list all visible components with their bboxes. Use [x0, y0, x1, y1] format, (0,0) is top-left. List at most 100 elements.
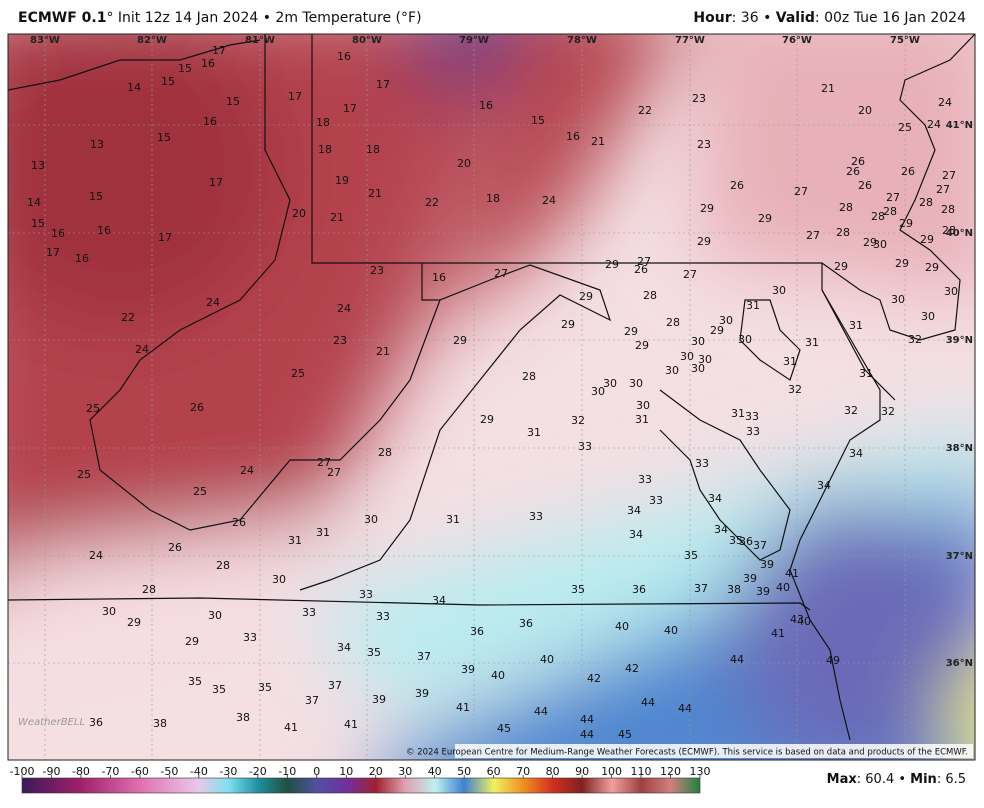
temperature-value: 34: [708, 492, 722, 505]
temperature-value: 23: [333, 334, 347, 347]
temperature-value: 16: [337, 50, 351, 63]
temperature-value: 23: [692, 92, 706, 105]
temperature-value: 40: [797, 615, 811, 628]
temperature-value: 30: [102, 605, 116, 618]
temperature-value: 30: [691, 335, 705, 348]
subtitle: ° Init 12z 14 Jan 2024 • 2m Temperature …: [106, 10, 422, 26]
temperature-value: 30: [629, 377, 643, 390]
temperature-value: 33: [243, 631, 257, 644]
temperature-value: 17: [343, 102, 357, 115]
longitude-label: 78°W: [567, 35, 597, 46]
temperature-value: 31: [316, 526, 330, 539]
colorbar-tick-label: 70: [516, 765, 530, 778]
temperature-value: 36: [632, 583, 646, 596]
temperature-value: 31: [635, 413, 649, 426]
title: ECMWF 0.1: [18, 10, 107, 26]
temperature-value: 28: [871, 210, 885, 223]
temperature-value: 17: [209, 176, 223, 189]
temperature-value: 30: [738, 333, 752, 346]
valid-label: Valid: [775, 10, 815, 26]
temperature-value: 27: [936, 183, 950, 196]
temperature-value: 16: [203, 115, 217, 128]
temperature-value: 24: [542, 194, 556, 207]
temperature-value: 44: [730, 653, 744, 666]
temperature-value: 18: [366, 143, 380, 156]
temperature-value: 16: [432, 271, 446, 284]
temperature-value: 39: [760, 558, 774, 571]
temperature-value: 26: [168, 541, 182, 554]
temperature-value: 31: [746, 299, 760, 312]
temperature-value: 14: [127, 81, 141, 94]
temperature-value: 34: [714, 523, 728, 536]
longitude-label: 81°W: [245, 35, 275, 46]
temperature-value: 33: [302, 606, 316, 619]
temperature-value: 37: [328, 679, 342, 692]
temperature-value: 42: [587, 672, 601, 685]
temperature-value: 29: [605, 258, 619, 271]
temperature-value: 30: [921, 310, 935, 323]
temperature-value: 26: [190, 401, 204, 414]
temperature-value: 15: [157, 131, 171, 144]
temperature-value: 25: [193, 485, 207, 498]
temperature-value: 27: [683, 268, 697, 281]
temperature-value: 32: [788, 383, 802, 396]
temperature-value: 27: [494, 267, 508, 280]
temperature-value: 35: [729, 534, 743, 547]
temperature-value: 15: [89, 190, 103, 203]
temperature-value: 39: [756, 585, 770, 598]
temperature-value: 28: [836, 226, 850, 239]
colorbar-tick-label: -60: [131, 765, 149, 778]
colorbar-tick-label: 10: [339, 765, 353, 778]
temperature-value: 37: [305, 694, 319, 707]
temperature-value: 25: [898, 121, 912, 134]
temperature-value: 30: [636, 399, 650, 412]
valid-value: : 00z Tue 16 Jan 2024: [814, 10, 966, 26]
temperature-value: 28: [942, 224, 956, 237]
temperature-value: 27: [637, 255, 651, 268]
max-label: Max: [826, 772, 857, 787]
temperature-value: 44: [678, 702, 692, 715]
temperature-value: 28: [142, 583, 156, 596]
hour-label: Hour: [693, 10, 732, 26]
temperature-value: 15: [161, 75, 175, 88]
temperature-value: 35: [188, 675, 202, 688]
temperature-value: 29: [453, 334, 467, 347]
temperature-value: 14: [27, 196, 41, 209]
temperature-value: 27: [886, 191, 900, 204]
temperature-value: 28: [919, 196, 933, 209]
latitude-label: 36°N: [946, 658, 973, 669]
temperature-value: 33: [695, 457, 709, 470]
colorbar-tick-label: -100: [10, 765, 35, 778]
temperature-value: 40: [540, 653, 554, 666]
temperature-value: 45: [497, 722, 511, 735]
temperature-value: 30: [719, 314, 733, 327]
temperature-value: 29: [635, 339, 649, 352]
temperature-value: 16: [201, 57, 215, 70]
footer: Max: 60.4 • Min: 6.5: [827, 772, 966, 787]
temperature-value: 29: [624, 325, 638, 338]
temperature-value: 18: [316, 116, 330, 129]
temperature-value: 27: [806, 229, 820, 242]
temperature-value: 33: [376, 610, 390, 623]
temperature-value: 32: [908, 333, 922, 346]
temperature-value: 17: [288, 90, 302, 103]
colorbar-tick-label: -50: [160, 765, 178, 778]
temperature-value: 29: [925, 261, 939, 274]
temperature-value: 30: [772, 284, 786, 297]
temperature-value: 28: [643, 289, 657, 302]
temperature-value: 30: [208, 609, 222, 622]
temperature-value: 31: [527, 426, 541, 439]
colorbar-tick-label: -90: [42, 765, 60, 778]
temperature-value: 33: [649, 494, 663, 507]
temperature-value: 44: [641, 696, 655, 709]
longitude-label: 76°W: [782, 35, 812, 46]
temperature-value: 40: [491, 669, 505, 682]
temperature-value: 30: [603, 377, 617, 390]
temperature-value: 32: [881, 405, 895, 418]
temperature-value: 38: [153, 717, 167, 730]
temperature-value: 26: [851, 155, 865, 168]
temperature-value: 45: [618, 728, 632, 741]
temperature-value: 30: [272, 573, 286, 586]
